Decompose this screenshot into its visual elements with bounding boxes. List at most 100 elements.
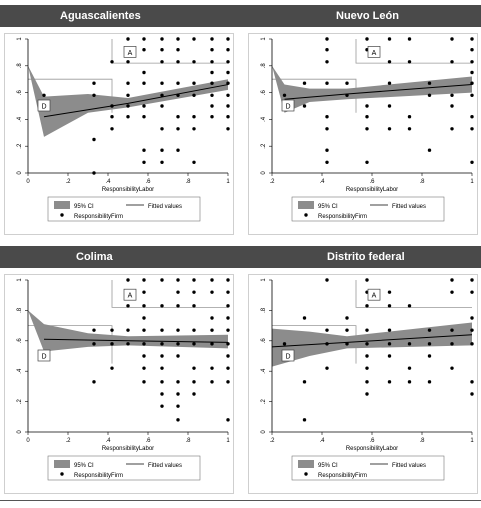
data-point [365, 127, 369, 131]
data-point [92, 137, 96, 142]
x-tick-label: 1 [470, 179, 474, 185]
data-point [142, 81, 146, 85]
label-d: D [41, 354, 46, 361]
label-box-d [281, 99, 295, 112]
data-point [160, 148, 164, 152]
chart-svg: AD.2.4.6.8 10.2.4.6.81ResponsibilityLabor… [248, 274, 478, 494]
data-point [176, 48, 180, 52]
data-point [192, 366, 196, 370]
data-point [427, 93, 432, 97]
data-point [470, 70, 474, 75]
data-point [226, 104, 230, 108]
data-point [365, 104, 369, 108]
data-point [110, 342, 114, 346]
y-tick-label: .8 [261, 63, 267, 69]
data-point [160, 160, 164, 164]
y-tick-label: .4 [261, 368, 267, 374]
data-point [450, 127, 454, 131]
x-tick-label: .4 [105, 179, 111, 185]
data-point [176, 115, 180, 119]
x-tick-label: .2 [269, 179, 275, 185]
x-axis-title: ResponsibilityLabor [346, 187, 398, 193]
data-point [176, 418, 180, 422]
data-point [450, 366, 454, 370]
data-point [176, 342, 180, 346]
data-point [427, 81, 432, 85]
panel-title-aguascalientes: Aguascalientes [60, 10, 141, 22]
label-box-a [367, 288, 381, 301]
data-point [160, 37, 164, 41]
data-point [192, 160, 196, 164]
legend-ci-swatch [298, 201, 314, 209]
data-point [387, 342, 392, 346]
data-point [470, 81, 474, 85]
data-point [365, 392, 369, 396]
x-tick-label: .2 [269, 438, 275, 444]
data-point [407, 342, 412, 346]
data-point [407, 60, 412, 64]
data-point [302, 104, 307, 108]
chart-panel-nuevo-leon: A D .2.4.6.8 1 0.2.4.6.8 1 ResponsibilityLabor… [248, 33, 478, 235]
data-point [142, 278, 146, 282]
label-box-d [281, 349, 295, 362]
x-tick-label: .2 [65, 179, 71, 185]
data-point [387, 290, 392, 294]
data-point [142, 70, 146, 75]
legend-ci-label: 95% CI [318, 204, 338, 210]
x-tick-label: .8 [419, 438, 425, 444]
x-tick-label: .2 [65, 438, 71, 444]
label-box-a [123, 46, 137, 58]
data-point [210, 104, 214, 108]
data-point [325, 81, 329, 85]
data-point [142, 290, 146, 294]
y-tick-label: .2 [261, 143, 267, 149]
data-point [226, 304, 230, 308]
data-point [365, 37, 369, 41]
data-point [210, 37, 214, 41]
data-point [192, 392, 196, 396]
fitted-line [43, 338, 229, 343]
data-point [210, 316, 214, 320]
data-point [407, 366, 412, 370]
data-point [192, 93, 196, 97]
data-point [387, 104, 392, 108]
x-tick-label: 1 [226, 438, 230, 444]
data-point [325, 328, 329, 332]
data-point [92, 93, 96, 97]
x-tick-label: .6 [145, 179, 151, 185]
data-point [226, 93, 230, 97]
ci-band [272, 65, 472, 113]
data-point [226, 342, 230, 346]
data-point [470, 127, 474, 131]
data-point [365, 354, 369, 358]
data-point [110, 127, 114, 131]
data-point [387, 354, 392, 358]
data-point [226, 380, 230, 384]
data-point [407, 115, 412, 119]
data-point [210, 290, 214, 294]
data-point [450, 37, 454, 41]
fitted-line [43, 84, 229, 118]
y-tick-label: 1 [17, 278, 23, 282]
data-point [210, 81, 214, 85]
y-tick-label: .4 [261, 116, 267, 122]
data-point [450, 342, 454, 346]
data-point [142, 160, 146, 164]
ci-band [272, 322, 472, 367]
data-point [142, 366, 146, 370]
data-point [110, 60, 114, 64]
data-point [427, 328, 432, 332]
data-point [160, 380, 164, 384]
x-tick-label: .8 [419, 179, 425, 185]
data-point [210, 93, 214, 97]
data-point [226, 316, 230, 320]
data-point [176, 404, 180, 408]
panel-title-distrito-federal: Distrito federal [327, 251, 405, 263]
data-point [176, 290, 180, 294]
header-band-top: Aguascalientes Nuevo León [0, 5, 481, 27]
data-point [142, 48, 146, 52]
data-point [192, 380, 196, 384]
data-point [176, 127, 180, 131]
data-point [470, 328, 474, 332]
data-point [387, 127, 392, 131]
